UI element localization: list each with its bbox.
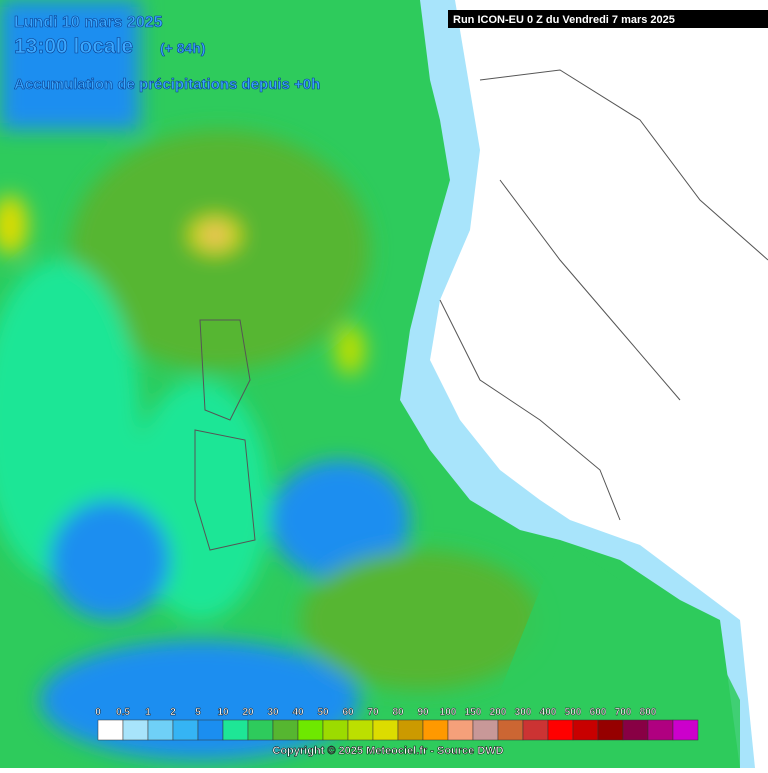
legend-swatch — [472, 719, 499, 741]
legend-label: 600 — [590, 707, 607, 718]
legend-swatch — [622, 719, 649, 741]
legend-label: 50 — [317, 707, 329, 718]
legend-label: 150 — [465, 707, 482, 718]
legend-swatch — [272, 719, 299, 741]
legend-label: 800 — [640, 707, 657, 718]
legend-label: 300 — [515, 707, 532, 718]
legend-label: 10 — [217, 707, 229, 718]
run-banner — [448, 10, 768, 28]
legend-label: 5 — [195, 707, 201, 718]
legend-label: 30 — [267, 707, 279, 718]
legend-label: 70 — [367, 707, 379, 718]
legend-swatch — [322, 719, 349, 741]
legend-label: 0 — [95, 707, 101, 718]
legend-swatch — [372, 719, 399, 741]
legend-label: 80 — [392, 707, 404, 718]
legend-label: 1 — [145, 707, 151, 718]
legend-swatch — [247, 719, 274, 741]
legend-label: 200 — [490, 707, 507, 718]
legend-label: 500 — [565, 707, 582, 718]
forecast-date: Lundi 10 mars 2025 — [14, 14, 163, 31]
legend-swatch — [522, 719, 549, 741]
legend-swatch — [597, 719, 624, 741]
legend-label: 100 — [440, 707, 457, 718]
legend-swatch — [572, 719, 599, 741]
legend-label: 2 — [170, 707, 176, 718]
legend-swatch — [497, 719, 524, 741]
legend-swatch — [197, 719, 224, 741]
legend-swatch — [122, 719, 149, 741]
legend-swatch — [297, 719, 324, 741]
forecast-lead: (+ 84h) — [160, 40, 206, 56]
legend-label: 0.5 — [116, 707, 130, 718]
legend-label: 60 — [342, 707, 354, 718]
legend-label: 400 — [540, 707, 557, 718]
map-subtitle: Accumulation de précipitations depuis +0… — [14, 76, 320, 93]
legend-label: 90 — [417, 707, 429, 718]
legend-label: 40 — [292, 707, 304, 718]
legend-swatch — [347, 719, 374, 741]
color-legend: 0 0.5 1 2 5 10 20 30 40 50 60 70 80 90 100 150 200 300 400… — [95, 707, 699, 741]
legend-swatch — [222, 719, 249, 741]
legend-swatch — [447, 719, 474, 741]
legend-swatch — [97, 719, 124, 741]
copyright: Copyright © 2025 Meteociel.fr - Source D… — [272, 745, 503, 757]
legend-swatch — [672, 719, 699, 741]
legend-label: 20 — [242, 707, 254, 718]
legend-swatch — [547, 719, 574, 741]
run-info: Run ICON-EU 0 Z du Vendredi 7 mars 2025 — [453, 14, 675, 26]
legend-swatch — [422, 719, 449, 741]
legend-swatch — [172, 719, 199, 741]
forecast-time: 13:00 locale — [14, 35, 133, 58]
legend-label: 700 — [615, 707, 632, 718]
legend-swatch — [397, 719, 424, 741]
legend-swatch — [647, 719, 674, 741]
legend-swatch — [147, 719, 174, 741]
